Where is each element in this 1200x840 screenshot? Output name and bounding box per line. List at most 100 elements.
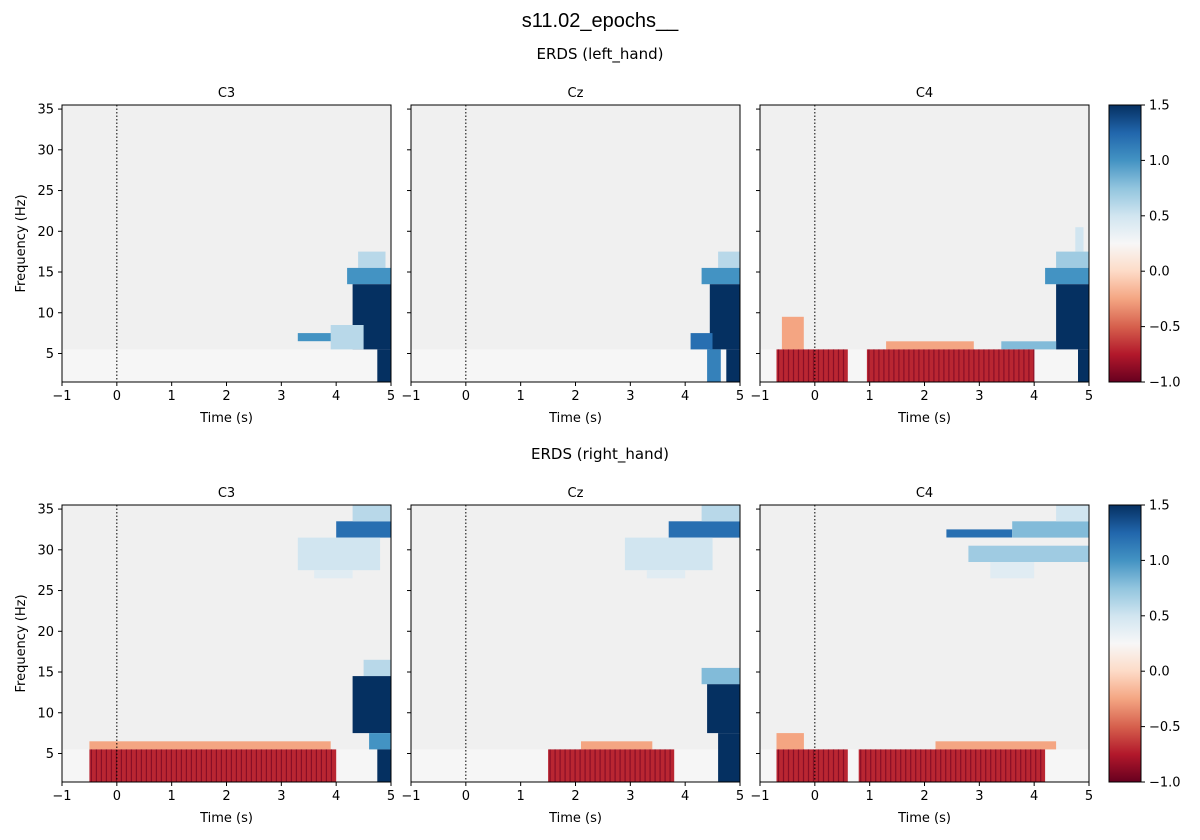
x-tick-label: 3 [975, 389, 983, 404]
y-axis-label: Frequency (Hz) [14, 594, 29, 692]
y-tick-label: 35 [37, 103, 54, 118]
heatmap-cell [777, 733, 804, 749]
y-tick-label: 35 [37, 503, 54, 518]
x-axis-label: Time (s) [548, 811, 602, 826]
heatmap-low-band [62, 349, 391, 382]
x-tick-label: 1 [168, 789, 176, 804]
heatmap-cell [946, 529, 1012, 537]
x-tick-label: 5 [736, 389, 744, 404]
heatmap-cell [581, 741, 652, 749]
y-tick-label: 25 [37, 184, 54, 199]
heatmap-cell [314, 570, 352, 578]
x-axis-label: Time (s) [897, 811, 951, 826]
heatmap-cell [886, 341, 974, 349]
heatmap-cell [377, 749, 391, 782]
x-tick-label: 5 [387, 389, 395, 404]
y-tick-label: 15 [37, 266, 54, 281]
x-tick-label: −1 [52, 389, 71, 404]
heatmap-cell [353, 505, 391, 521]
heatmap-cell [625, 538, 713, 571]
x-tick-label: 2 [571, 789, 579, 804]
x-tick-label: 3 [277, 789, 285, 804]
x-tick-label: 1 [517, 389, 525, 404]
y-tick-label: 30 [37, 143, 54, 158]
x-tick-label: 4 [332, 389, 340, 404]
colorbar-tick-label: −0.5 [1149, 720, 1181, 735]
colorbar-tick-label: 0.0 [1149, 665, 1170, 680]
heatmap-background [760, 105, 1089, 382]
heatmap-cell [1056, 252, 1089, 268]
x-tick-label: 4 [681, 389, 689, 404]
heatmap-cell [358, 252, 385, 268]
colorbar-tick-label: 1.5 [1149, 99, 1170, 114]
heatmap-cell [89, 741, 330, 749]
heatmap-cell [702, 668, 740, 684]
heatmap-cell [364, 660, 391, 676]
y-tick-label: 30 [37, 543, 54, 558]
heatmap-cell [369, 733, 391, 749]
heatmap-low-band [411, 349, 740, 382]
heatmap-cell [718, 733, 740, 782]
colorbar-tick-label: 0.5 [1149, 609, 1170, 624]
x-tick-label: 1 [517, 789, 525, 804]
row-title-left-hand: ERDS (left_hand) [0, 45, 1200, 63]
heatmap-cell [353, 676, 391, 733]
x-tick-label: −1 [750, 789, 769, 804]
heatmap-cell [968, 546, 1089, 562]
heatmap-cell [691, 333, 713, 349]
colorbar-tick-label: −0.5 [1149, 320, 1181, 335]
heatmap-cell [1078, 349, 1089, 382]
x-tick-label: 0 [811, 789, 819, 804]
x-tick-label: 5 [1085, 389, 1093, 404]
heatmap-cell [859, 749, 1045, 782]
x-tick-label: 5 [1085, 789, 1093, 804]
heatmap-cell [726, 349, 740, 382]
heatmap-cell [1056, 505, 1089, 521]
heatmap-cell [1045, 268, 1089, 284]
colorbar [1109, 105, 1141, 382]
heatmap-cell [702, 268, 740, 284]
heatmap-cell [777, 749, 848, 782]
y-tick-label: 20 [37, 625, 54, 640]
heatmap-cell [647, 570, 685, 578]
y-tick-label: 10 [37, 706, 54, 721]
heatmap-cell [782, 317, 804, 350]
x-tick-label: 0 [113, 789, 121, 804]
x-tick-label: 4 [681, 789, 689, 804]
heatmap-cell [777, 349, 848, 382]
x-tick-label: −1 [750, 389, 769, 404]
colorbar-tick-label: 1.0 [1149, 154, 1170, 169]
x-tick-label: 0 [113, 389, 121, 404]
colorbar-tick-label: 0.0 [1149, 265, 1170, 280]
x-axis-label: Time (s) [897, 411, 951, 426]
panel-title: Cz [568, 86, 584, 101]
x-tick-label: 3 [626, 789, 634, 804]
panel-title: C3 [218, 486, 235, 501]
x-tick-label: 2 [222, 789, 230, 804]
y-tick-label: 5 [46, 747, 54, 762]
colorbar-tick-label: −1.0 [1149, 376, 1181, 391]
y-tick-label: 10 [37, 306, 54, 321]
x-tick-label: 4 [1030, 789, 1038, 804]
heatmap-cell [1012, 521, 1089, 537]
x-tick-label: 0 [462, 789, 470, 804]
heatmap-cell [347, 268, 391, 284]
row-title-right-hand: ERDS (right_hand) [0, 445, 1200, 463]
heatmap-cell [936, 741, 1057, 749]
heatmap-cell [707, 684, 740, 733]
x-tick-label: 5 [736, 789, 744, 804]
heatmap-cell [669, 521, 740, 537]
heatmap-cell [1075, 227, 1083, 251]
colorbar-tick-label: 0.5 [1149, 209, 1170, 224]
heatmap-cell [336, 521, 391, 537]
x-tick-label: −1 [401, 389, 420, 404]
heatmap-cell [990, 562, 1034, 578]
y-tick-label: 5 [46, 347, 54, 362]
x-tick-label: 1 [866, 389, 874, 404]
colorbar [1109, 505, 1141, 782]
x-axis-label: Time (s) [548, 411, 602, 426]
panel-title: C4 [916, 86, 933, 101]
x-axis-label: Time (s) [199, 411, 253, 426]
colorbar-tick-label: 1.0 [1149, 554, 1170, 569]
heatmap-cell [1001, 341, 1056, 349]
